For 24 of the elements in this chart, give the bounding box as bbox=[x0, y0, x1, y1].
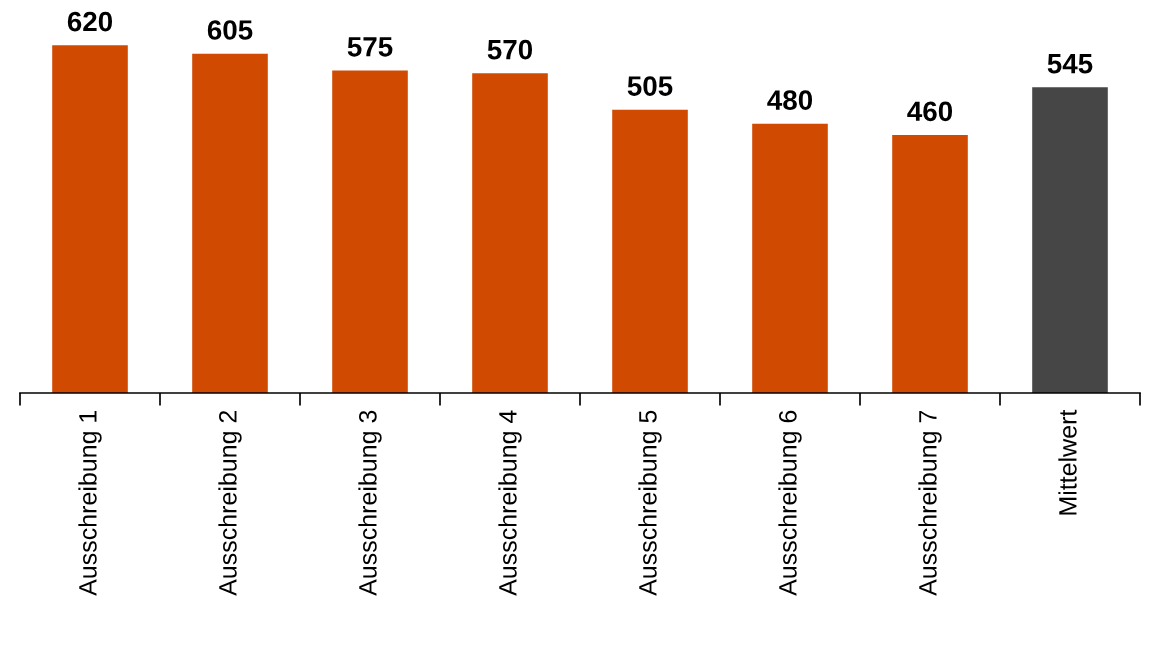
bar bbox=[752, 123, 828, 393]
data-label: 480 bbox=[767, 90, 813, 110]
x-tick-label: Mittelwert bbox=[1058, 409, 1077, 515]
x-tick-label: Ausschreibung 4 bbox=[498, 410, 522, 596]
x-tick-label: Ausschreibung 5 bbox=[638, 410, 662, 596]
data-label: 620 bbox=[67, 11, 113, 32]
x-tick-label: Ausschreibung 7 bbox=[918, 410, 942, 596]
data-label: 545 bbox=[1047, 54, 1093, 74]
data-label: 505 bbox=[627, 76, 673, 96]
bar bbox=[892, 134, 968, 393]
bar bbox=[612, 109, 688, 393]
bar bbox=[1032, 87, 1108, 393]
data-label: 460 bbox=[907, 101, 953, 122]
bar bbox=[52, 45, 128, 393]
data-label: 575 bbox=[347, 37, 393, 57]
bar bbox=[192, 53, 268, 393]
x-tick-label: Ausschreibung 6 bbox=[778, 410, 802, 596]
x-tick-label: Ausschreibung 3 bbox=[358, 410, 382, 596]
data-label: 570 bbox=[487, 39, 533, 60]
bar bbox=[472, 73, 548, 393]
bar bbox=[332, 70, 408, 393]
data-label: 605 bbox=[207, 20, 253, 40]
x-tick-label: Ausschreibung 2 bbox=[218, 410, 242, 596]
x-tick-label: Ausschreibung 1 bbox=[78, 410, 102, 596]
